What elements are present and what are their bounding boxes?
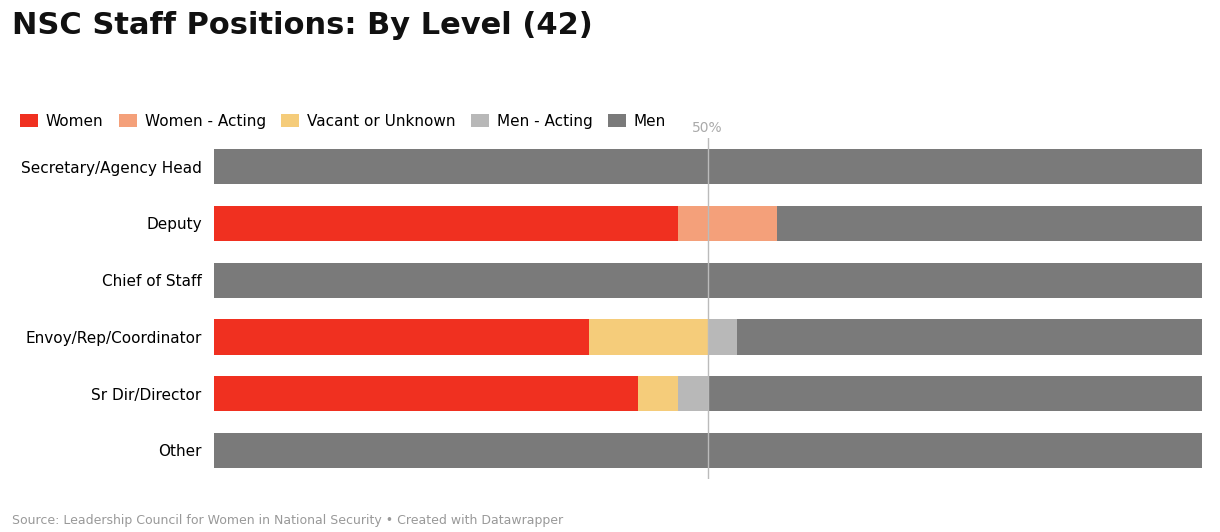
Bar [708,376,1202,411]
Bar [214,376,638,411]
Bar [214,149,1202,184]
Text: NSC Staff Positions: By Level (42): NSC Staff Positions: By Level (42) [12,11,593,40]
Bar [638,376,678,411]
Bar [589,319,708,354]
Bar [214,319,589,354]
Bar [777,206,1202,241]
Text: 50%: 50% [692,121,723,136]
Bar [708,319,737,354]
Bar [678,376,708,411]
Bar [678,206,777,241]
Text: Source: Leadership Council for Women in National Security • Created with Datawra: Source: Leadership Council for Women in … [12,514,564,527]
Legend: Women, Women - Acting, Vacant or Unknown, Men - Acting, Men: Women, Women - Acting, Vacant or Unknown… [20,114,666,129]
Bar [214,263,1202,298]
Bar [214,433,1202,468]
Bar [737,319,1202,354]
Bar [214,206,678,241]
